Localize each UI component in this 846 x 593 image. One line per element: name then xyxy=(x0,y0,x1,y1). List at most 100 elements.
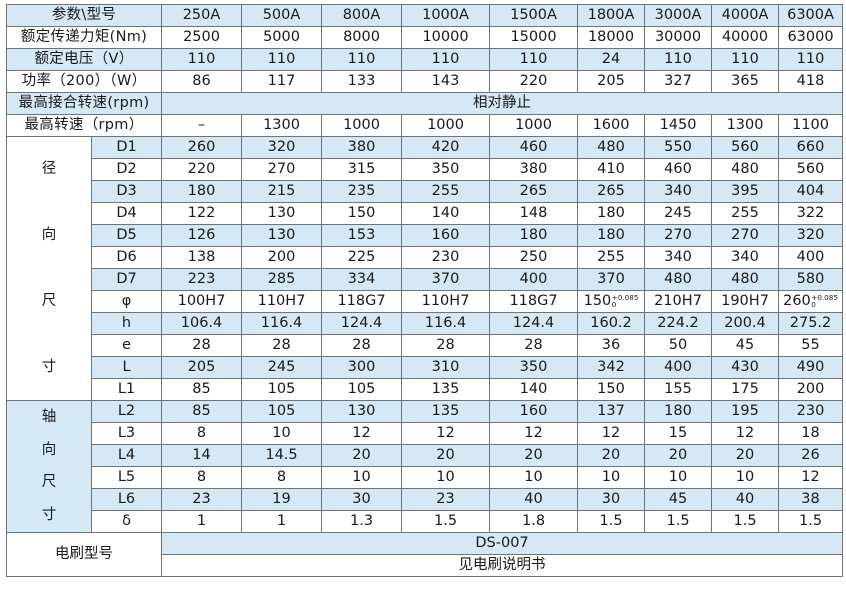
tolerance-frac-1800A: +0.085 0 xyxy=(611,292,639,309)
axial-char-0: 轴 xyxy=(41,408,57,425)
cell-L5-1500A: 10 xyxy=(489,466,579,489)
cell-power-1800A: 205 xyxy=(577,70,646,93)
cell-D1-6300A: 660 xyxy=(778,136,844,159)
cell-L1-1000A: 135 xyxy=(401,378,491,401)
table-row-axial-L2: 轴 向 尺 寸 L2 85 105 130 135 160 137 180 19… xyxy=(6,400,844,533)
cell-max-speed-800A: 1000 xyxy=(321,114,403,137)
cell-D6-1000A: 230 xyxy=(401,246,491,269)
cell-delta-500A: 1 xyxy=(241,510,323,533)
cell-L2-500A: 105 xyxy=(241,400,323,423)
cell-D5-6300A: 320 xyxy=(778,224,844,247)
cell-max-speed-3000A: 1450 xyxy=(644,114,713,137)
category-label-radial: 径 向 尺 寸 xyxy=(6,136,92,401)
row-label-D7: D7 xyxy=(90,268,163,291)
row-label-L2: L2 xyxy=(90,400,163,423)
cell-rated-voltage-500A: 110 xyxy=(241,48,323,71)
cell-L-250A: 205 xyxy=(161,356,243,379)
table-row-radial-e: e 28 28 28 28 28 36 50 45 55 xyxy=(7,334,844,357)
cell-D4-6300A: 322 xyxy=(778,202,844,225)
cell-phi-500A: 110H7 xyxy=(241,290,323,313)
cell-D3-250A: 180 xyxy=(161,180,243,203)
cell-D5-500A: 130 xyxy=(241,224,323,247)
cell-L2-4000A: 195 xyxy=(711,400,780,423)
cell-rated-voltage-800A: 110 xyxy=(321,48,403,71)
cell-rated-torque-4000A: 40000 xyxy=(711,26,780,49)
cell-D5-1000A: 160 xyxy=(401,224,491,247)
cell-L4-250A: 14 xyxy=(161,444,243,467)
cell-L5-4000A: 10 xyxy=(711,466,780,489)
cell-D4-800A: 150 xyxy=(321,202,403,225)
cell-phi-1500A: 118G7 xyxy=(489,290,579,313)
radial-char-2: 尺 xyxy=(41,292,57,309)
cell-e-1000A: 28 xyxy=(401,334,491,357)
row-label-power: 功率（200）（W） xyxy=(5,70,163,93)
cell-D7-4000A: 480 xyxy=(711,268,780,291)
cell-D2-1500A: 380 xyxy=(489,158,579,181)
cell-L-4000A: 430 xyxy=(711,356,780,379)
cell-D2-1800A: 410 xyxy=(577,158,646,181)
tolerance-upper-1800A: +0.085 xyxy=(611,292,639,302)
cell-power-1000A: 143 xyxy=(401,70,491,93)
cell-L5-500A: 8 xyxy=(241,466,323,489)
row-label-delta: δ xyxy=(90,510,163,533)
cell-L4-800A: 20 xyxy=(321,444,403,467)
cell-D6-500A: 200 xyxy=(241,246,323,269)
cell-rated-torque-6300A: 63000 xyxy=(778,26,844,49)
table-row-radial-D4: D4 122 130 150 140 148 180 245 255 322 xyxy=(7,202,844,225)
cell-D7-500A: 285 xyxy=(241,268,323,291)
row-label-brush-model: 电刷型号 xyxy=(5,532,163,577)
table-row-radial-D3: D3 180 215 235 255 265 265 340 395 404 xyxy=(7,180,844,203)
cell-L3-4000A: 12 xyxy=(711,422,780,445)
cell-D2-4000A: 480 xyxy=(711,158,780,181)
cell-D4-1000A: 140 xyxy=(401,202,491,225)
cell-power-6300A: 418 xyxy=(778,70,844,93)
cell-rated-torque-3000A: 30000 xyxy=(644,26,713,49)
cell-brush-note: 见电刷说明书 xyxy=(161,554,844,577)
cell-rated-torque-1800A: 18000 xyxy=(577,26,646,49)
cell-engage-speed-merged: 相对静止 xyxy=(161,92,844,115)
cell-L3-1500A: 12 xyxy=(489,422,579,445)
cell-L5-1800A: 10 xyxy=(577,466,646,489)
cell-L1-3000A: 155 xyxy=(644,378,713,401)
cell-L1-1800A: 150 xyxy=(577,378,646,401)
cell-D4-250A: 122 xyxy=(161,202,243,225)
row-label-D3: D3 xyxy=(90,180,163,203)
cell-max-speed-6300A: 1100 xyxy=(778,114,844,137)
row-label-rated-voltage: 额定电压（V） xyxy=(5,48,163,71)
cell-D3-4000A: 395 xyxy=(711,180,780,203)
cell-L1-500A: 105 xyxy=(241,378,323,401)
cell-D5-1800A: 180 xyxy=(577,224,646,247)
cell-D1-500A: 320 xyxy=(241,136,323,159)
cell-h-4000A: 200.4 xyxy=(711,312,780,335)
cell-L6-1000A: 23 xyxy=(401,488,491,511)
axial-label-stack: 轴 向 尺 寸 xyxy=(8,402,91,532)
row-label-phi: φ xyxy=(90,290,163,313)
table-row-power: 功率（200）（W） 86 117 133 143 220 205 327 36… xyxy=(5,70,844,93)
cell-L2-6300A: 230 xyxy=(778,400,844,423)
table-row-radial-D6: D6 138 200 225 230 250 255 340 340 400 xyxy=(7,246,844,269)
cell-L-6300A: 490 xyxy=(778,356,844,379)
cell-phi-1000A: 110H7 xyxy=(401,290,491,313)
cell-D1-800A: 380 xyxy=(321,136,403,159)
cell-L6-6300A: 38 xyxy=(778,488,844,511)
cell-h-800A: 124.4 xyxy=(321,312,403,335)
cell-max-speed-1500A: 1000 xyxy=(489,114,579,137)
cell-D4-3000A: 245 xyxy=(644,202,713,225)
table-row-radial-D1: 径 向 尺 寸 D1 260 320 380 420 460 480 550 5… xyxy=(6,136,844,401)
cell-L1-250A: 85 xyxy=(161,378,243,401)
cell-h-3000A: 224.2 xyxy=(644,312,713,335)
table-row-radial-h: h 106.4 116.4 124.4 116.4 124.4 160.2 22… xyxy=(7,312,844,335)
cell-L5-1000A: 10 xyxy=(401,466,491,489)
row-label-e: e xyxy=(90,334,163,357)
cell-rated-torque-800A: 8000 xyxy=(321,26,403,49)
cell-rated-voltage-1500A: 110 xyxy=(489,48,579,71)
table-row-rated-torque: 额定传递力矩(Nm) 2500 5000 8000 10000 15000 18… xyxy=(5,26,844,49)
cell-L5-3000A: 10 xyxy=(644,466,713,489)
table-row-radial-D5: D5 126 130 153 160 180 180 270 270 320 xyxy=(7,224,844,247)
tolerance-1800A: 150 +0.085 0 xyxy=(584,294,639,309)
cell-e-1800A: 36 xyxy=(577,334,646,357)
tolerance-lower-6300A: 0 xyxy=(811,300,816,310)
cell-rated-voltage-1000A: 110 xyxy=(401,48,491,71)
cell-D2-6300A: 560 xyxy=(778,158,844,181)
cell-h-1500A: 124.4 xyxy=(489,312,579,335)
